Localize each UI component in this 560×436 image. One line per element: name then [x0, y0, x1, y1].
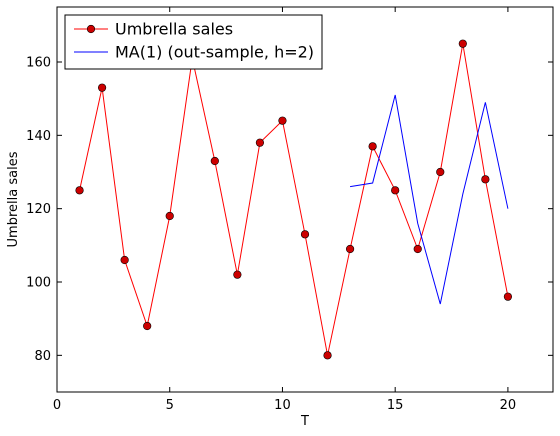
y-tick-label: 80 [34, 349, 51, 364]
y-tick-label: 120 [26, 202, 51, 217]
data-point [503, 292, 513, 301]
x-tick-label: 0 [53, 398, 61, 413]
legend-marker-umbrella-sales [86, 24, 96, 34]
x-tick-label: 20 [500, 398, 517, 413]
data-point [75, 186, 84, 195]
data-point [233, 270, 242, 279]
legend: Umbrella sales MA(1) (out-sample, h=2) [64, 14, 323, 70]
ticks-layer: 0 5 10 15 20 80 100 120 140 160 [26, 7, 553, 413]
data-point [481, 175, 490, 184]
x-tick-label: 10 [274, 398, 291, 413]
series-line-0 [79, 43, 509, 356]
data-point [97, 83, 107, 92]
legend-label-umbrella-sales: Umbrella sales [115, 20, 233, 39]
data-point [300, 230, 310, 239]
data-point [323, 351, 332, 360]
y-tick-label: 140 [26, 129, 51, 144]
x-axis-label: T [300, 414, 309, 429]
data-point [345, 244, 355, 254]
data-point [413, 244, 422, 254]
data-point [143, 321, 152, 331]
data-point [165, 211, 174, 221]
data-point [120, 255, 129, 265]
data-point [436, 167, 445, 177]
y-axis-label: Umbrella sales [6, 151, 21, 247]
legend-box [64, 14, 323, 70]
data-point [278, 116, 287, 125]
x-tick-label: 15 [387, 398, 404, 413]
data-point [458, 39, 467, 48]
data-point [391, 186, 400, 195]
legend-label-ma1: MA(1) (out-sample, h=2) [115, 43, 314, 62]
y-tick-label: 100 [26, 276, 51, 291]
data-point [368, 142, 377, 151]
data-point [255, 138, 265, 147]
y-tick-label: 160 [26, 56, 51, 71]
x-tick-label: 5 [166, 398, 174, 413]
plot-area [56, 6, 554, 393]
series-line-1 [350, 94, 509, 305]
data-point [210, 156, 219, 166]
